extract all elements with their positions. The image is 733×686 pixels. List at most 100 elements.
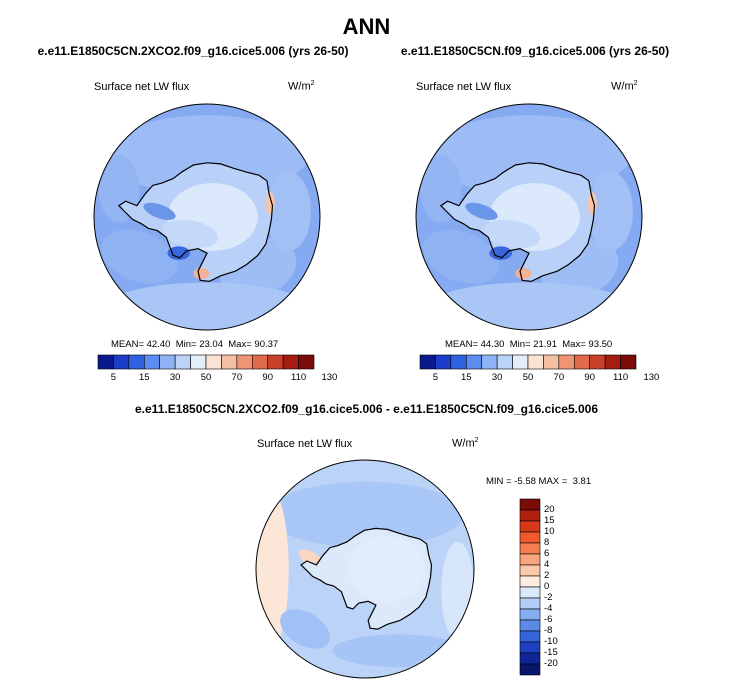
panel-2-land-patch <box>465 202 498 220</box>
panel-2-field-patch <box>423 229 500 284</box>
panel-2-colorbar-tick-label: 90 <box>584 372 595 383</box>
panel-2-map-border <box>415 103 643 331</box>
diff-colorbar-tick-label: -8 <box>544 625 553 636</box>
diff-colorbar-tick-label: 0 <box>544 581 550 592</box>
panel-1-land-patch <box>265 192 275 215</box>
diff-unit-label: W/m2 <box>452 437 479 450</box>
panel-1-map <box>93 103 321 331</box>
panel-2-min-value: 21.91 <box>533 339 557 350</box>
diff-colorbar-box <box>519 575 541 588</box>
panel-2-max-value: 93.50 <box>588 339 613 350</box>
panel-2-colorbar-tick-label: 50 <box>522 372 534 383</box>
panel-1-colorbar-box <box>190 354 207 370</box>
panel-2-colorbar-box <box>435 354 452 370</box>
diff-case-title: e.e11.E1850C5CN.2XCO2.f09_g16.cice5.006 … <box>135 402 598 416</box>
diff-colorbar-tick-label: 4 <box>544 559 550 570</box>
panel-1-colorbar-box <box>113 354 130 370</box>
diff-colorbar-box <box>519 663 541 676</box>
panel-1-colorbar-tick-label: 70 <box>231 372 243 383</box>
diff-land-patch <box>348 536 425 602</box>
diff-colorbar-tick-label: 8 <box>544 537 550 548</box>
panel-1-colorbar-tick-label: 15 <box>138 372 150 383</box>
panel-1-colorbar-tick-label: 30 <box>169 372 181 383</box>
diff-coastline <box>300 527 433 630</box>
panel-1-land-patch <box>143 202 176 220</box>
panel-2-colorbar-tick-label: 15 <box>460 372 472 383</box>
panel-2-colorbar <box>419 354 637 370</box>
panel-1-colorbar-box <box>298 354 315 370</box>
panel-1-field-patch <box>101 229 178 284</box>
panel-1-mean-value: 42.40 <box>146 339 171 350</box>
panel-2-colorbar-box <box>620 354 637 370</box>
panel-1-colorbar-box <box>205 354 222 370</box>
panel-2-land-patch <box>515 267 532 280</box>
diff-field-patch <box>332 634 464 668</box>
diff-map <box>255 459 475 679</box>
diff-colorbar-tick-label: -15 <box>544 647 558 658</box>
diff-field-patch <box>441 541 474 640</box>
panel-1-colorbar-box <box>282 354 299 370</box>
panel-1-land-patch <box>193 267 210 280</box>
panel-1-colorbar-box <box>221 354 238 370</box>
panel-2-land-patch <box>587 192 597 215</box>
panel-2-colorbar-box <box>512 354 529 370</box>
panel-1-colorbar-box <box>267 354 284 370</box>
panel-2-colorbar-box <box>527 354 544 370</box>
panel-2-colorbar-box <box>604 354 621 370</box>
panel-1-colorbar-tick-label: 50 <box>200 372 212 383</box>
panel-1-colorbar-box <box>143 354 161 370</box>
diff-colorbar-box <box>519 641 541 654</box>
diff-colorbar-tick-label: -20 <box>544 658 558 669</box>
panel-2-variable-label: Surface net LW flux <box>416 81 512 93</box>
panel-1-colorbar <box>97 354 315 370</box>
diff-map-border <box>255 459 475 679</box>
panel-1-field-patch <box>265 171 311 251</box>
diff-colorbar-tick-label: -2 <box>544 592 553 603</box>
panel-1-colorbar-box <box>97 354 114 370</box>
panel-2-colorbar-tick-label: 30 <box>491 372 503 383</box>
panel-1-unit-label: W/m2 <box>288 80 315 93</box>
panel-2-land-patch <box>489 246 513 260</box>
diff-colorbar-box <box>519 542 541 555</box>
panel-2-map <box>415 103 643 331</box>
diff-field-patch <box>280 609 331 649</box>
diff-field-patch <box>298 549 323 567</box>
panel-2-field-patch <box>427 282 631 330</box>
panel-2-unit-label: W/m2 <box>611 80 638 93</box>
panel-2-colorbar-box <box>496 354 513 370</box>
panel-1-max-value: 90.37 <box>254 339 279 350</box>
panel-2-colorbar-tick-label: 5 <box>432 372 439 383</box>
diff-colorbar-box <box>519 619 541 632</box>
diff-colorbar-tick-label: 15 <box>544 515 555 526</box>
panel-1-stats: MEAN= 42.40 Min= 23.04 Max= 90.37 <box>111 339 279 350</box>
diff-colorbar-box <box>519 586 541 599</box>
panel-1-map-border <box>93 103 321 331</box>
panel-1-colorbar-tick-label: 130 <box>321 372 338 383</box>
diff-colorbar-box <box>519 509 541 522</box>
diff-variable-label: Surface net LW flux <box>257 438 353 450</box>
panel-2-colorbar-box <box>573 354 591 370</box>
diff-colorbar-tick-label: -10 <box>544 636 558 647</box>
diff-colorbar-tick-label: 10 <box>544 526 555 537</box>
panel-1-colorbar-tick-label: 5 <box>110 372 117 383</box>
panel-2-colorbar-tick-label: 130 <box>643 372 660 383</box>
panel-2-colorbar-tick-label: 70 <box>553 372 565 383</box>
panel-2-land-patch <box>484 219 540 249</box>
panel-1-min-value: 23.04 <box>199 339 223 350</box>
panel-2-colorbar-box <box>481 354 498 370</box>
panel-1-colorbar-tick-label: 90 <box>262 372 273 383</box>
diff-colorbar-box <box>519 498 541 511</box>
panel-1-field-patch <box>105 282 309 330</box>
panel-2-colorbar-box <box>558 354 575 370</box>
panel-2-colorbar-box <box>589 354 606 370</box>
diff-min-value: -5.58 <box>514 476 536 487</box>
panel-2-field-patch <box>587 171 633 251</box>
diff-colorbar-tick-label: 20 <box>544 504 555 515</box>
diff-stats: MIN = -5.58 MAX = 3.81 <box>486 476 592 487</box>
diff-colorbar-box <box>519 531 541 544</box>
panel-2-colorbar-box <box>419 354 436 370</box>
panel-2-colorbar-tick-label: 110 <box>612 372 629 383</box>
panel-2-colorbar-box <box>450 354 467 370</box>
panel-1-case-title: e.e11.E1850C5CN.2XCO2.f09_g16.cice5.006 … <box>37 44 349 58</box>
panel-1-variable-label: Surface net LW flux <box>94 81 190 93</box>
